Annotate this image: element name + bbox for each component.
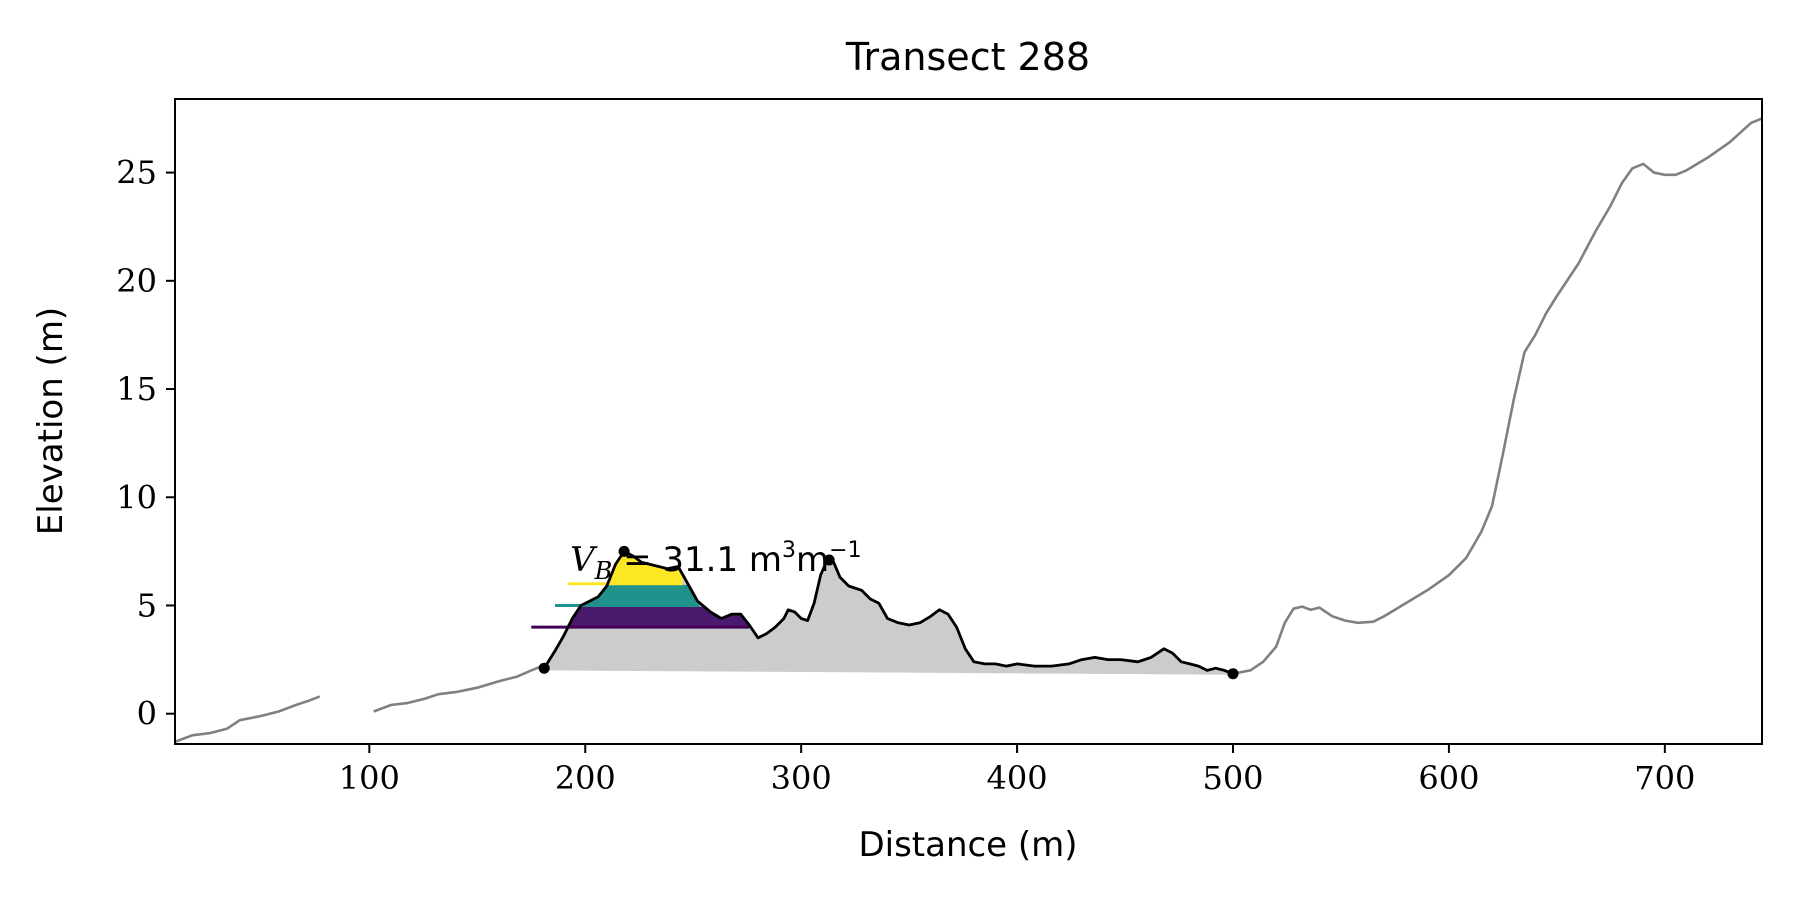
y-tick-label: 5 — [137, 586, 157, 624]
y-tick-label: 15 — [116, 370, 157, 408]
plot-frame — [174, 98, 1763, 745]
dune-marker — [1227, 668, 1239, 680]
y-axis-label: Elevation (m) — [31, 307, 71, 535]
level-2-fill — [555, 584, 700, 606]
x-axis-label: Distance (m) — [858, 825, 1077, 865]
y-tick-label: 20 — [116, 262, 157, 300]
y-tick-label: 0 — [137, 695, 157, 733]
x-tick-label: 400 — [987, 759, 1048, 797]
volume-annotation: VB = 31.1 m3m−1 — [570, 538, 862, 585]
dune-marker — [823, 554, 835, 566]
x-tick-label: 500 — [1202, 759, 1263, 797]
chart-title: Transect 288 — [845, 35, 1090, 79]
y-tick-label: 10 — [116, 478, 157, 516]
dune-volume-fill — [544, 551, 1233, 675]
plot-area — [175, 117, 1762, 744]
x-tick-label: 300 — [771, 759, 832, 797]
x-tick-label: 100 — [339, 759, 400, 797]
dune-marker — [618, 545, 630, 557]
dune-marker — [538, 662, 550, 674]
x-tick-label: 200 — [555, 759, 616, 797]
dune-profile-line — [543, 550, 1234, 676]
x-tick-label: 700 — [1634, 759, 1695, 797]
elevation-profile-line — [1232, 117, 1762, 675]
y-axis: 0 5 10 15 20 25 — [116, 154, 175, 733]
x-tick-label: 600 — [1418, 759, 1479, 797]
level-1-fill — [544, 606, 750, 628]
elevation-profile-line — [175, 695, 321, 744]
x-axis: 100 200 300 400 500 600 700 — [339, 744, 1695, 797]
y-tick-label: 25 — [116, 154, 157, 192]
elevation-profile-line — [373, 664, 546, 713]
